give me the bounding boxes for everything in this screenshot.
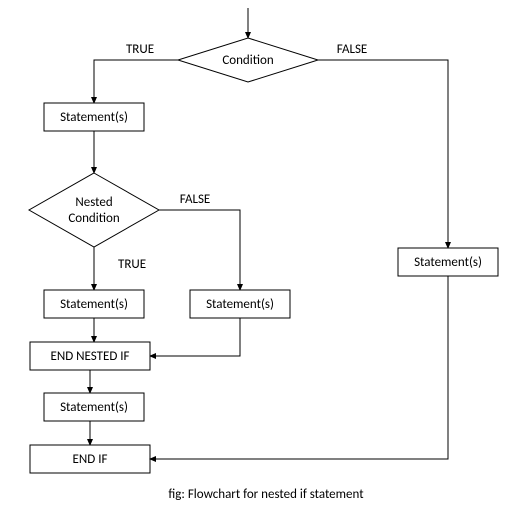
caption: fig: Flowchart for nested if statement: [168, 487, 364, 502]
nested-condition-label-2: Condition: [68, 211, 120, 226]
stmt-false-label: Statement(s): [414, 255, 482, 270]
node-end-if: END IF: [30, 445, 150, 473]
stmt-nested-true-label: Statement(s): [60, 297, 128, 312]
label-true-nested: TRUE: [118, 257, 146, 272]
label-false-main: FALSE: [337, 42, 368, 57]
end-nested-if-label: END NESTED IF: [50, 349, 129, 364]
node-stmt-nested-false: Statement(s): [190, 290, 290, 318]
node-stmt-after-nested: Statement(s): [44, 393, 144, 421]
node-condition: Condition: [178, 38, 318, 82]
condition-label: Condition: [222, 53, 274, 68]
node-nested-condition: Nested Condition: [29, 173, 159, 247]
edge-condition-false: FALSE: [318, 42, 448, 248]
node-stmt-true: Statement(s): [44, 103, 144, 131]
stmt-nested-false-label: Statement(s): [206, 297, 274, 312]
edge-nested-false: FALSE: [159, 192, 240, 290]
edge-nested-true: TRUE: [94, 247, 146, 290]
end-if-label: END IF: [73, 452, 108, 467]
edge-condition-true: TRUE: [94, 42, 178, 103]
node-end-nested-if: END NESTED IF: [30, 342, 150, 370]
label-false-nested: FALSE: [180, 192, 211, 207]
label-true-main: TRUE: [126, 42, 154, 57]
stmt-true-label: Statement(s): [60, 110, 128, 125]
node-stmt-false: Statement(s): [398, 248, 498, 276]
node-stmt-nested-true: Statement(s): [44, 290, 144, 318]
stmt-after-nested-label: Statement(s): [60, 400, 128, 415]
edge-nested-false-end: [150, 318, 240, 356]
nested-condition-label-1: Nested: [75, 195, 112, 210]
